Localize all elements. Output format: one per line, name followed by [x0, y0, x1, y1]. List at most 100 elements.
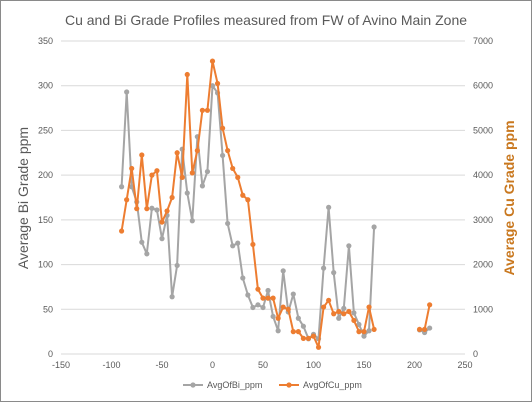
data-point — [290, 291, 296, 297]
data-point — [169, 294, 175, 300]
data-point — [159, 219, 165, 225]
legend-swatch-marker — [286, 382, 292, 388]
data-point — [250, 241, 256, 248]
data-point — [346, 243, 352, 249]
y2-tick-label: 1000 — [473, 304, 493, 314]
data-point — [331, 270, 337, 276]
series-line — [419, 304, 431, 331]
y-tick-label: 50 — [43, 304, 53, 314]
data-point — [351, 310, 357, 316]
data-point — [331, 311, 337, 317]
data-point — [250, 304, 256, 311]
y2-tick-label: 2000 — [473, 260, 493, 270]
data-point — [209, 83, 216, 89]
y-tick-label: 0 — [48, 349, 53, 359]
data-point — [265, 287, 271, 294]
x-tick-label: -50 — [155, 360, 168, 370]
data-point — [144, 251, 150, 257]
y-axis-label: Average Bi Grade ppm — [15, 127, 31, 269]
data-point — [184, 71, 190, 78]
data-point — [189, 170, 195, 176]
y2-tick-label: 7000 — [473, 36, 493, 46]
data-point — [326, 297, 332, 303]
data-point — [275, 315, 281, 321]
data-point — [139, 239, 145, 245]
data-point — [270, 295, 276, 301]
x-tick-label: 200 — [407, 360, 422, 370]
data-point — [371, 224, 377, 230]
data-point — [310, 333, 317, 339]
data-point — [149, 205, 155, 211]
data-point — [321, 265, 327, 271]
x-tick-label: 250 — [457, 360, 472, 370]
data-point — [235, 174, 241, 180]
data-point — [144, 206, 150, 212]
data-point — [119, 184, 125, 190]
data-point — [139, 152, 145, 158]
data-point — [366, 328, 372, 334]
data-point — [300, 323, 306, 329]
data-point — [341, 311, 347, 317]
data-point — [154, 168, 160, 174]
data-point — [361, 333, 367, 339]
data-point — [295, 315, 301, 321]
data-point — [356, 329, 362, 335]
data-point — [119, 228, 125, 234]
data-point — [255, 302, 261, 308]
y2-axis-tick-labels: 0 1000 2000 3000 4000 5000 6000 7000 — [473, 36, 493, 359]
series-AvgOfCu_ppm — [119, 58, 433, 350]
data-point — [341, 305, 347, 311]
y-tick-label: 300 — [38, 81, 53, 91]
data-point — [245, 292, 251, 298]
data-point — [260, 295, 266, 301]
data-point — [174, 150, 180, 156]
x-axis-tick-labels: -150 -100 -50 0 50 100 150 200 250 — [52, 360, 473, 370]
data-point — [124, 89, 130, 95]
y2-tick-label: 0 — [473, 349, 478, 359]
data-point — [326, 204, 332, 210]
data-point — [174, 262, 180, 269]
data-point — [295, 329, 301, 335]
series-line — [120, 60, 376, 349]
data-point — [169, 194, 175, 201]
data-point — [164, 208, 170, 214]
x-tick-label: 0 — [210, 360, 215, 370]
data-point — [356, 321, 362, 328]
data-point — [230, 243, 236, 249]
chart-title: Cu and Bi Grade Profiles measured from F… — [65, 12, 467, 28]
data-point — [285, 306, 291, 312]
data-point — [336, 315, 342, 321]
legend: AvgOfBi_ppm AvgOfCu_ppm — [183, 380, 362, 390]
data-point — [204, 107, 211, 113]
y-tick-label: 350 — [38, 36, 53, 46]
x-tick-label: 150 — [356, 360, 371, 370]
data-point — [235, 240, 241, 246]
data-point — [240, 275, 246, 281]
data-point — [204, 168, 211, 175]
legend-label: AvgOfCu_ppm — [303, 380, 362, 390]
data-point — [336, 308, 342, 315]
data-point — [124, 197, 130, 203]
data-point — [260, 304, 266, 311]
data-point — [351, 317, 357, 324]
y2-tick-label: 3000 — [473, 215, 493, 225]
data-point — [149, 172, 155, 178]
data-point — [214, 80, 221, 87]
y2-axis-label: Average Cu Grade ppm — [501, 120, 517, 275]
x-tick-label: 50 — [258, 360, 268, 370]
data-point — [427, 302, 433, 308]
data-point — [129, 165, 135, 172]
data-point — [366, 304, 372, 310]
data-point — [199, 183, 205, 189]
data-point — [220, 152, 226, 159]
data-point — [134, 206, 140, 212]
data-point — [371, 326, 377, 333]
data-point — [199, 107, 205, 113]
data-point — [315, 344, 322, 350]
y-axis-tick-labels: 0 50 100 150 200 250 300 350 — [38, 36, 53, 359]
data-point — [416, 326, 423, 333]
y-tick-label: 150 — [38, 215, 53, 225]
data-point — [361, 329, 367, 335]
x-tick-label: -150 — [52, 360, 70, 370]
data-point — [225, 147, 231, 154]
